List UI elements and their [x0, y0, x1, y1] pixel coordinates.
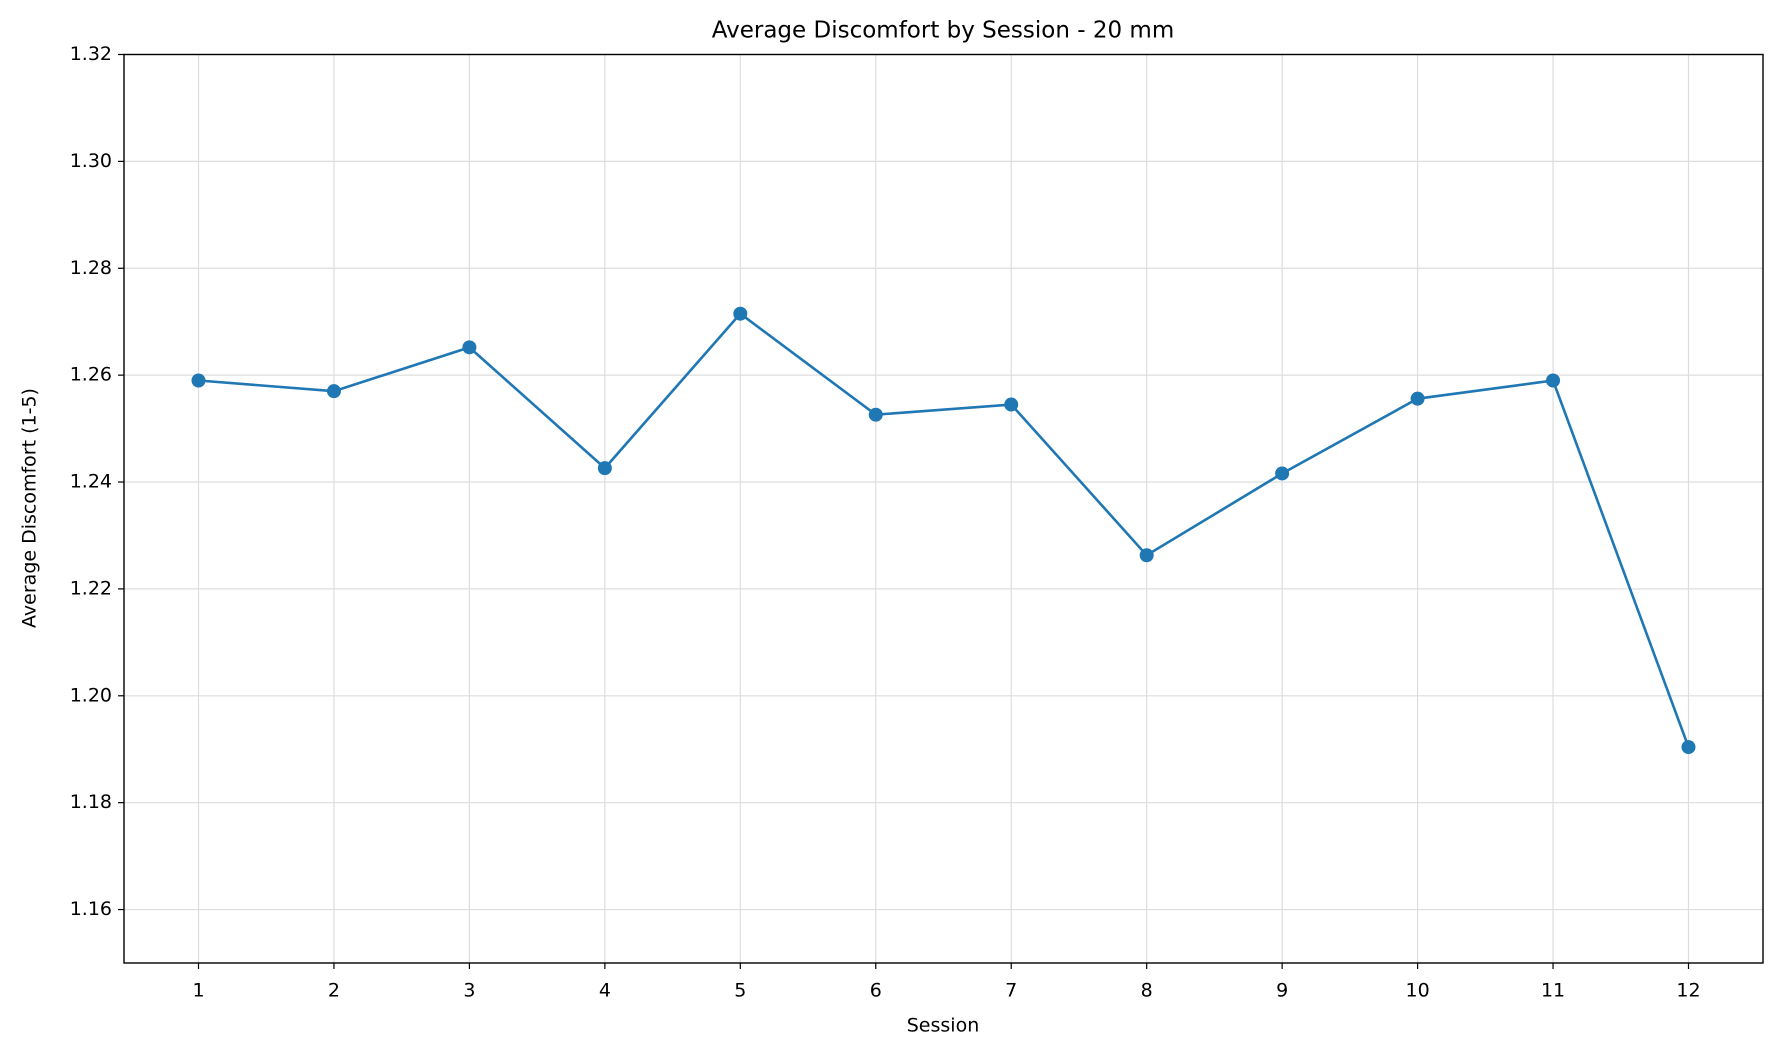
plot-frame: [123, 53, 1764, 964]
chart-title: Average Discomfort by Session - 20 mm: [712, 18, 1175, 44]
y-tick-label: 1.24: [70, 471, 112, 493]
x-tick-label: 11: [1541, 980, 1565, 1002]
point: [1275, 466, 1290, 481]
x-tick-label: 12: [1676, 980, 1700, 1002]
point: [1681, 740, 1696, 755]
y-tick-label: 1.30: [70, 150, 112, 172]
x-tick-label: 7: [1005, 980, 1017, 1002]
x-tick-label: 9: [1276, 980, 1288, 1002]
y-axis-label: Average Discomfort (1-5): [19, 388, 41, 628]
point: [1410, 391, 1425, 406]
point: [191, 373, 206, 388]
y-tick-label: 1.18: [70, 791, 112, 813]
point: [462, 340, 477, 355]
y-tick-label: 1.26: [70, 364, 112, 386]
x-tick-label: 1: [192, 980, 204, 1002]
line: [198, 311, 1690, 748]
y-tick-label: 1.32: [70, 43, 112, 65]
x-tick-label: 3: [463, 980, 475, 1002]
x-tick-label: 6: [870, 980, 882, 1002]
y-tick-label: 1.20: [70, 684, 112, 706]
point: [1546, 373, 1561, 388]
y-tick-label: 1.28: [70, 257, 112, 279]
x-tick-label: 2: [328, 980, 340, 1002]
x-tick-label: 8: [1141, 980, 1153, 1002]
x-tick-label: 4: [599, 980, 611, 1002]
x-tick-label: 10: [1405, 980, 1429, 1002]
x-axis-label: Session: [907, 1015, 980, 1037]
point: [326, 384, 341, 399]
point: [868, 407, 883, 422]
y-tick-label: 1.22: [70, 577, 112, 599]
y-tick-label: 1.16: [70, 898, 112, 920]
point: [597, 461, 612, 476]
point: [1004, 397, 1019, 412]
point: [733, 306, 748, 321]
x-tick-label: 5: [734, 980, 746, 1002]
point: [1139, 548, 1154, 563]
